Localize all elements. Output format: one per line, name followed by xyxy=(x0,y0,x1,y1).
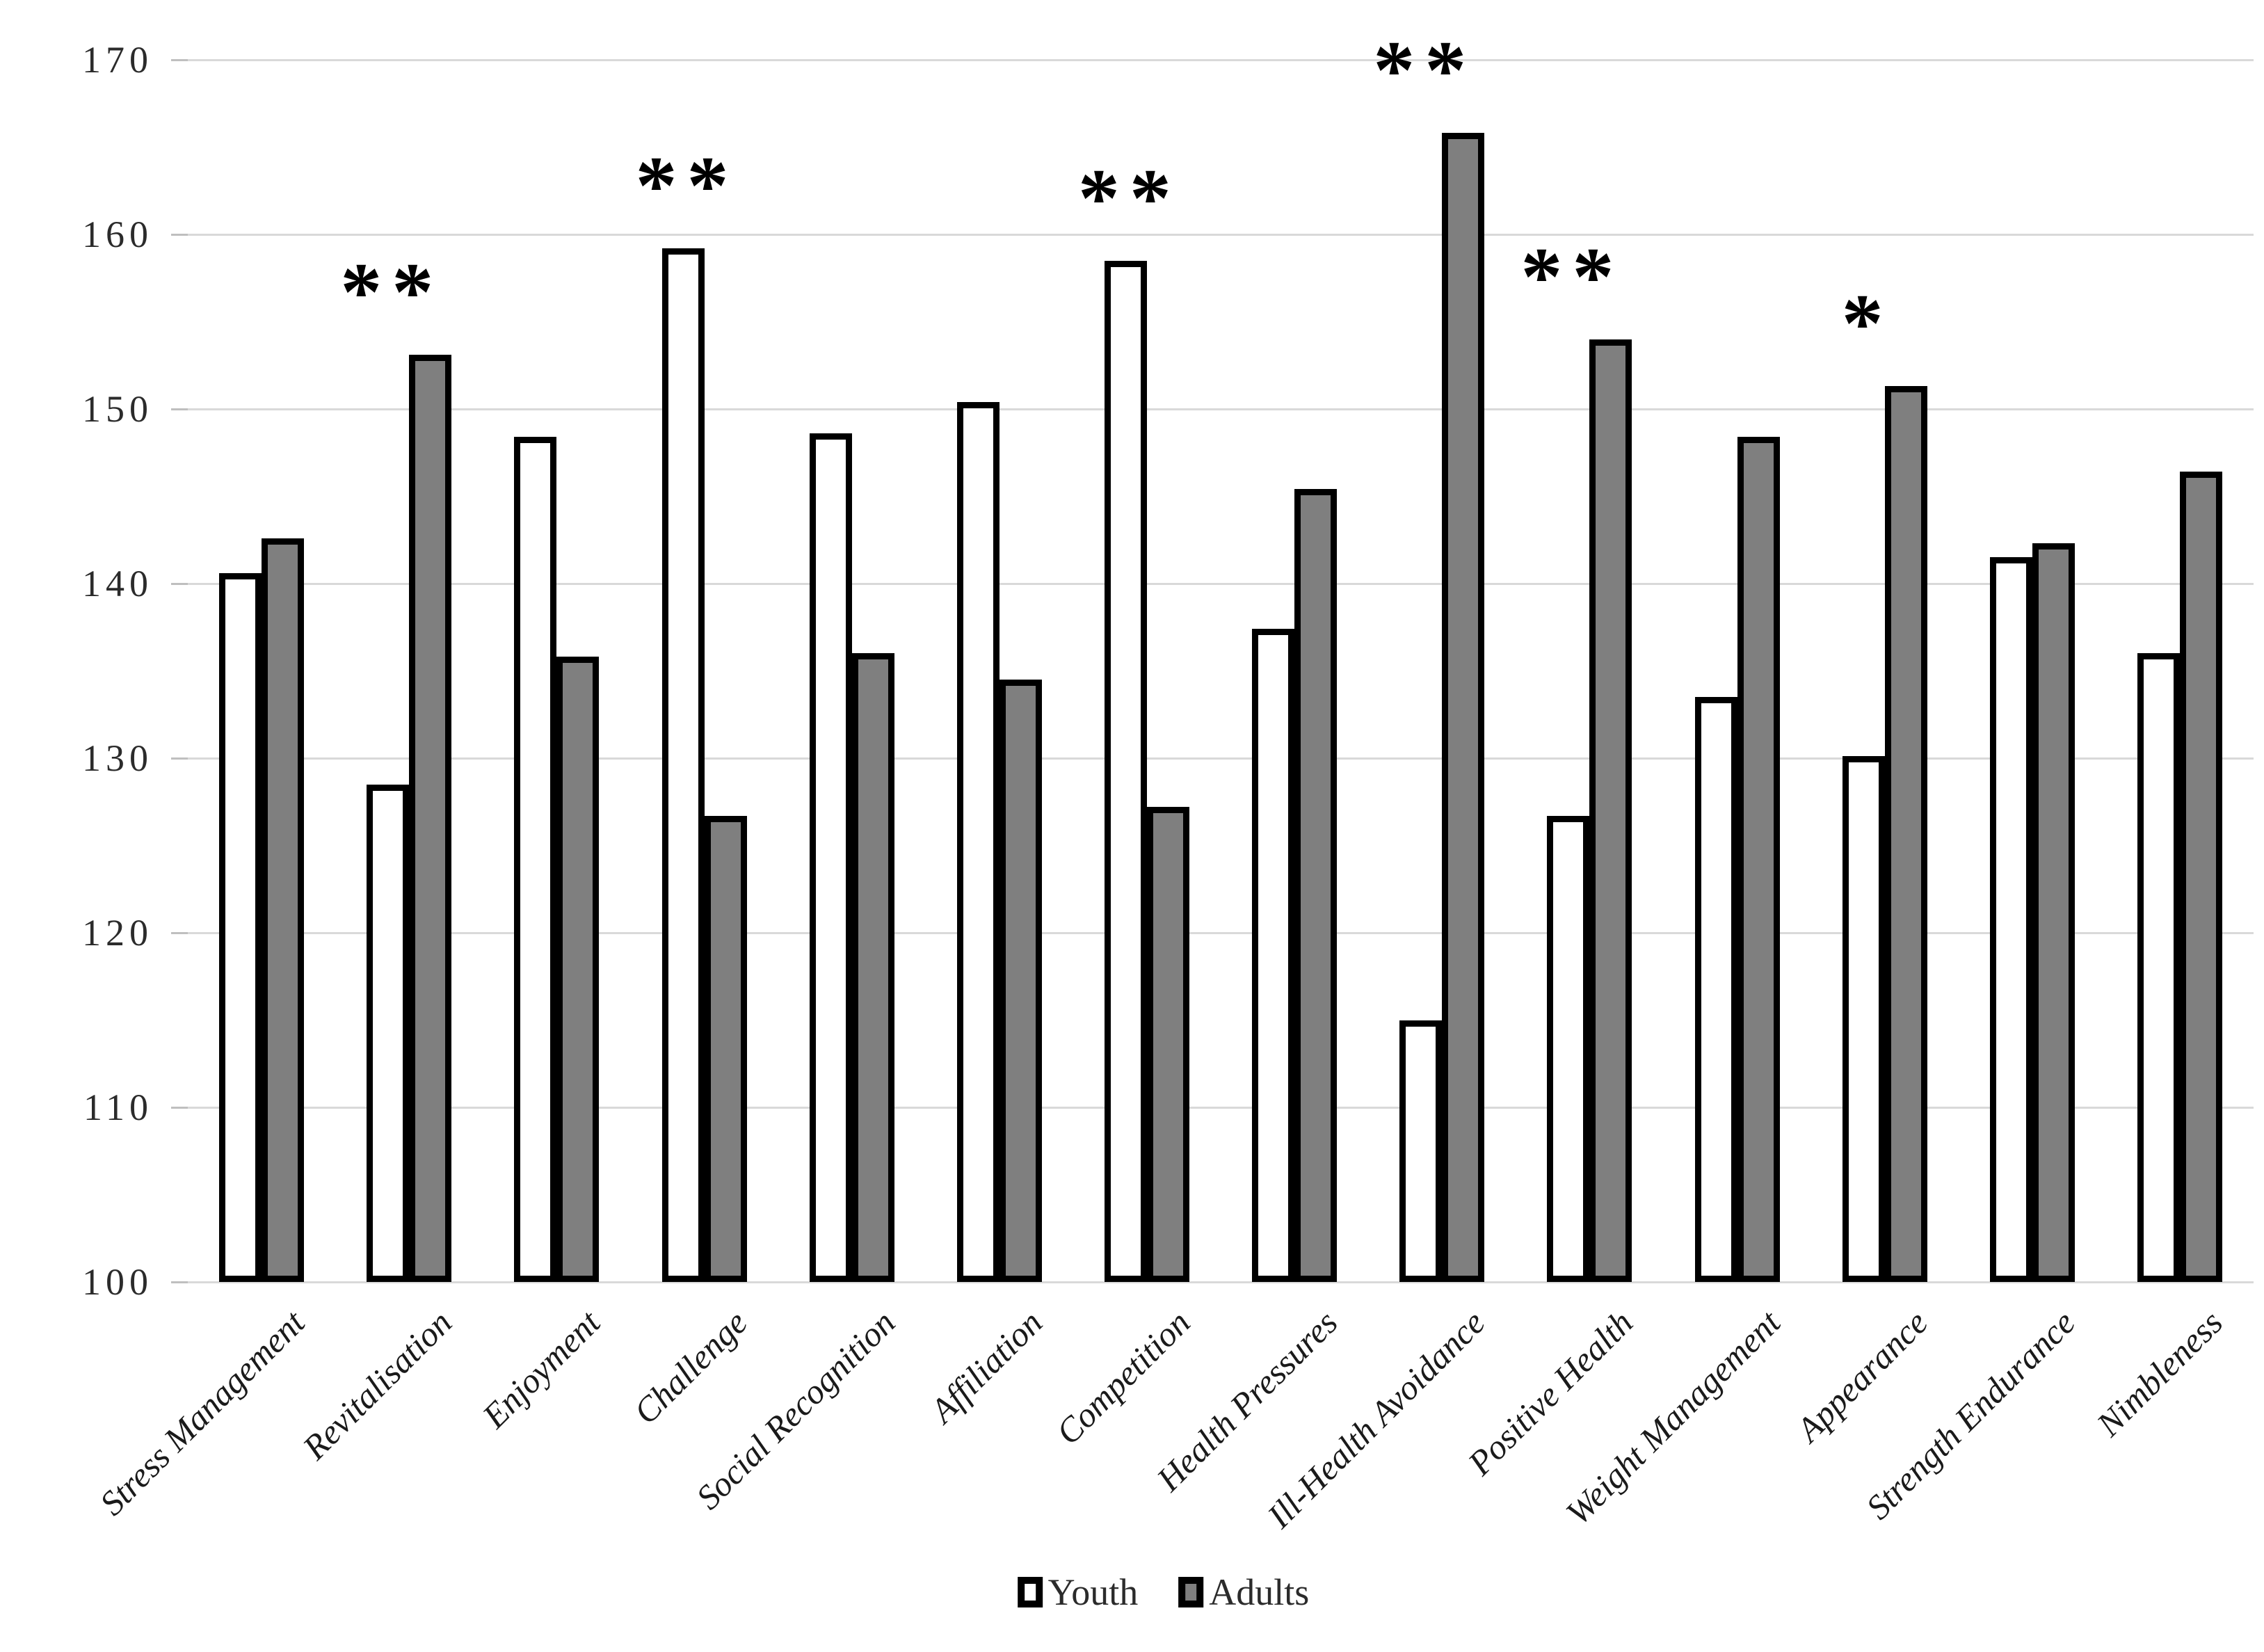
bar-adults xyxy=(1294,489,1338,1282)
legend-label: Adults xyxy=(1209,1571,1310,1613)
y-axis-tick-label: 160 xyxy=(82,214,153,255)
y-axis-tick-label: 120 xyxy=(82,912,153,954)
significance-marker: ** xyxy=(1520,230,1624,323)
bar-youth xyxy=(1842,756,1885,1282)
bar-youth xyxy=(1399,1020,1443,1282)
bar-adults xyxy=(1442,133,1485,1282)
bar-youth xyxy=(1989,557,2032,1282)
bar-youth xyxy=(367,784,410,1282)
significance-marker: * xyxy=(1841,277,1893,370)
bar-adults xyxy=(999,680,1042,1282)
bar-youth xyxy=(956,401,999,1282)
x-axis-category-label: Enjoyment xyxy=(474,1302,607,1436)
significance-marker: ** xyxy=(340,246,444,339)
x-axis-category-label: Stress Management xyxy=(92,1302,312,1523)
bar-youth xyxy=(219,572,262,1282)
legend-swatch-adults xyxy=(1178,1577,1204,1607)
significance-marker: ** xyxy=(635,139,739,232)
bar-youth xyxy=(2137,653,2180,1282)
bar-adults xyxy=(1589,339,1632,1282)
bar-youth xyxy=(1694,697,1737,1282)
x-axis-category-label: Competition xyxy=(1048,1302,1198,1452)
bar-youth xyxy=(1252,629,1295,1282)
bar-adults xyxy=(1884,386,1927,1282)
y-axis-tick xyxy=(171,757,188,760)
bar-youth xyxy=(661,248,705,1282)
gridline xyxy=(188,234,2254,236)
bar-youth xyxy=(1104,260,1147,1282)
bar-adults xyxy=(409,355,452,1282)
y-axis-tick-label: 140 xyxy=(82,563,153,604)
bar-adults xyxy=(1146,807,1189,1282)
bar-adults xyxy=(2032,543,2075,1282)
y-axis-tick-label: 110 xyxy=(83,1086,153,1128)
gridline xyxy=(188,408,2254,410)
x-axis-category-label: Nimbleness xyxy=(2089,1302,2231,1444)
gridline xyxy=(188,59,2254,61)
x-axis-category-label: Revitalisation xyxy=(295,1302,460,1467)
x-axis-category-label: Affiliation xyxy=(922,1302,1050,1430)
legend-swatch-youth xyxy=(1017,1577,1043,1607)
y-axis-tick xyxy=(171,932,188,934)
gridline xyxy=(188,932,2254,934)
y-axis-tick-label: 100 xyxy=(82,1261,153,1303)
gridline xyxy=(188,1107,2254,1109)
significance-marker: ** xyxy=(1373,24,1477,117)
bar-youth xyxy=(1547,815,1590,1282)
x-axis-category-label: Appearance xyxy=(1788,1302,1936,1450)
bar-adults xyxy=(556,657,600,1282)
legend-label: Youth xyxy=(1047,1571,1139,1613)
y-axis-tick xyxy=(171,408,188,410)
bar-adults xyxy=(1737,437,1780,1282)
bar-adults xyxy=(704,815,747,1282)
bar-youth xyxy=(514,437,557,1282)
y-axis-tick xyxy=(171,1107,188,1109)
legend-item-youth: Youth xyxy=(1017,1571,1139,1613)
bar-adults xyxy=(262,538,305,1282)
y-axis-tick xyxy=(171,234,188,236)
bar-youth xyxy=(809,433,852,1282)
y-axis-tick xyxy=(171,59,188,61)
y-axis-tick xyxy=(171,1281,188,1283)
gridline xyxy=(188,757,2254,760)
y-axis-tick-label: 170 xyxy=(82,39,153,81)
gridline xyxy=(188,1281,2254,1283)
x-axis-category-label: Challenge xyxy=(626,1302,755,1432)
y-axis-tick-label: 130 xyxy=(82,737,153,779)
y-axis-tick xyxy=(171,583,188,585)
bar-adults xyxy=(851,653,894,1282)
bar-adults xyxy=(2179,472,2222,1282)
significance-marker: ** xyxy=(1077,151,1181,244)
gridline xyxy=(188,583,2254,585)
legend-item-adults: Adults xyxy=(1178,1573,1309,1611)
y-axis-tick-label: 150 xyxy=(82,388,153,430)
legend: Youth Adults xyxy=(1017,1571,1309,1613)
